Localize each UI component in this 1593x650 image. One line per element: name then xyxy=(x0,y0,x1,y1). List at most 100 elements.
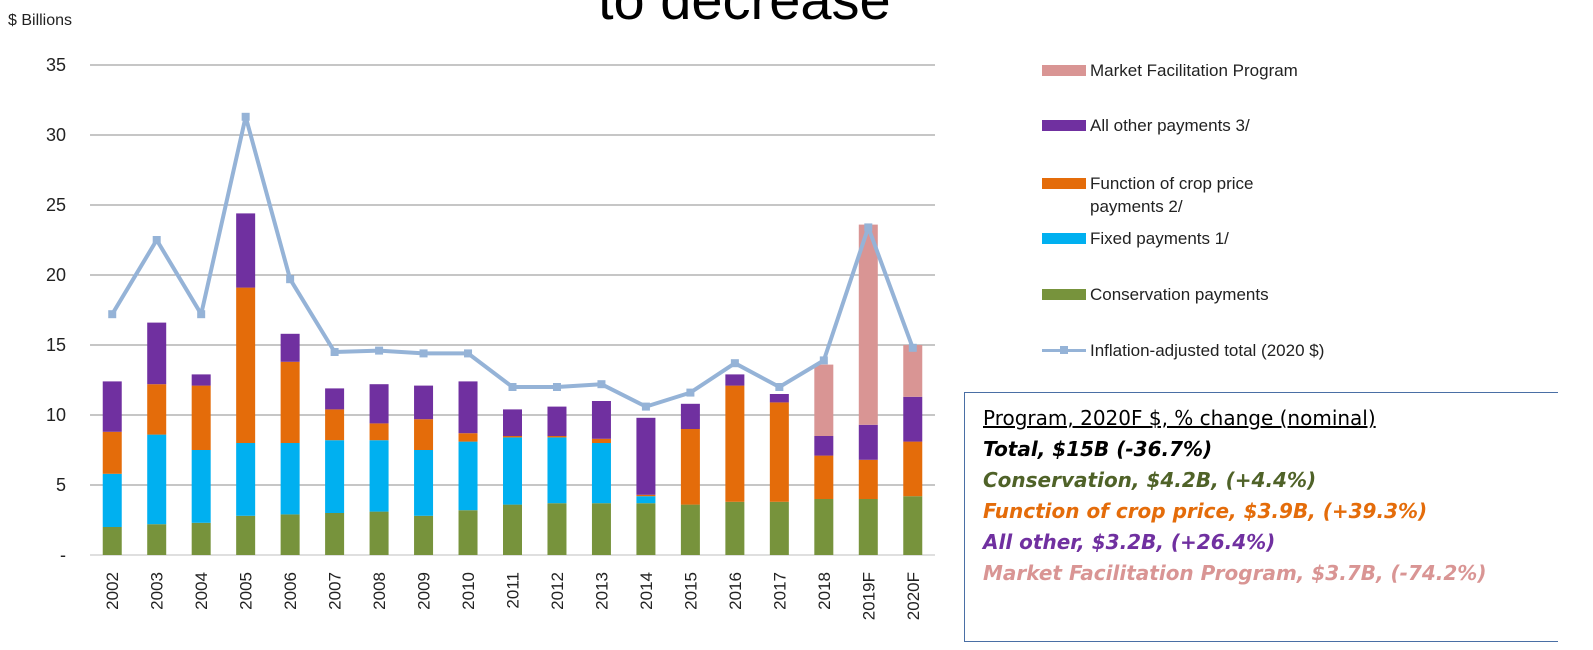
bar-function_crop_price-2010 xyxy=(458,433,478,442)
bar-fixed-2008 xyxy=(369,440,389,512)
bar-all_other-2004 xyxy=(191,374,211,386)
bar-conservation-2012 xyxy=(547,503,567,555)
bar-function_crop_price-2013 xyxy=(591,438,611,443)
bar-conservation-2003 xyxy=(147,524,167,555)
bar-function_crop_price-2015 xyxy=(680,429,700,505)
x-tick-label-2020F: 2020F xyxy=(904,572,923,620)
bar-fixed-2014 xyxy=(636,496,656,504)
bar-all_other-2009 xyxy=(414,385,434,420)
legend-item-function-crop-price: Function of crop price payments 2/ xyxy=(1042,173,1310,219)
bar-all_other-2002 xyxy=(102,381,122,432)
line-point-2018 xyxy=(819,356,828,365)
bar-fixed-2003 xyxy=(147,434,167,525)
summary-item-conservation: Conservation, $4.2B, (+4.4%) xyxy=(983,468,1317,492)
legend-label-conservation: Conservation payments xyxy=(1090,285,1269,304)
bar-function_crop_price-2003 xyxy=(147,384,167,435)
bar-mfp-2019F xyxy=(858,224,878,425)
bar-function_crop_price-2012 xyxy=(547,436,567,438)
line-point-2012 xyxy=(552,383,561,391)
x-tick-label-2018: 2018 xyxy=(815,572,834,610)
line-point-2020F xyxy=(908,343,917,352)
chart-legend: Market Facilitation Program All other pa… xyxy=(1042,56,1402,376)
bar-all_other-2011 xyxy=(503,409,522,436)
legend-item-inflation-line: Inflation-adjusted total (2020 $) xyxy=(1042,340,1370,363)
line-point-2003 xyxy=(152,236,161,244)
bar-fixed-2013 xyxy=(591,443,611,504)
bar-conservation-2006 xyxy=(280,514,300,555)
x-tick-label-2002: 2002 xyxy=(103,572,122,610)
x-tick-label-2010: 2010 xyxy=(459,572,478,610)
bar-function_crop_price-2017 xyxy=(769,402,789,502)
x-tick-label-2016: 2016 xyxy=(726,572,745,610)
bar-function_crop_price-2009 xyxy=(414,419,434,450)
summary-item-total: Total, $15B (-36.7%) xyxy=(983,437,1213,461)
bar-all_other-2005 xyxy=(236,213,256,288)
legend-swatch-all-other xyxy=(1042,120,1086,131)
line-point-2009 xyxy=(419,349,428,358)
bar-all_other-2018 xyxy=(814,436,834,456)
x-tick-label-2004: 2004 xyxy=(192,572,211,610)
line-point-2019F xyxy=(864,223,873,232)
bar-function_crop_price-2006 xyxy=(280,361,300,443)
x-tick-label-2009: 2009 xyxy=(415,572,434,610)
bar-conservation-2009 xyxy=(414,515,434,555)
bar-all_other-2012 xyxy=(547,406,567,436)
bar-function_crop_price-2014 xyxy=(636,494,656,497)
bar-conservation-2014 xyxy=(636,503,656,555)
legend-label-function-crop-price: Function of crop price payments 2/ xyxy=(1090,174,1254,216)
bar-all_other-2019F xyxy=(858,424,878,460)
x-tick-label-2007: 2007 xyxy=(326,572,345,610)
bar-conservation-2017 xyxy=(769,501,789,555)
bar-function_crop_price-2008 xyxy=(369,423,389,441)
line-point-2013 xyxy=(597,380,606,389)
legend-label-mfp: Market Facilitation Program xyxy=(1090,61,1298,80)
x-tick-label-2019F: 2019F xyxy=(859,572,878,620)
x-tick-label-2005: 2005 xyxy=(237,572,256,610)
x-tick-label-2003: 2003 xyxy=(148,572,167,610)
line-point-2010 xyxy=(464,349,473,358)
y-tick-label-5: 5 xyxy=(56,475,66,495)
y-tick-label-0: - xyxy=(60,545,66,565)
bar-fixed-2006 xyxy=(280,443,300,515)
bar-all_other-2007 xyxy=(325,388,345,410)
bar-all_other-2013 xyxy=(591,401,611,439)
line-point-2006 xyxy=(286,275,295,284)
stacked-bar-chart: - 5 10 15 20 25 30 35 2002 2003 2004 2005 2006 2007 20… xyxy=(46,55,935,620)
bar-fixed-2004 xyxy=(191,450,211,523)
bar-all_other-2017 xyxy=(769,394,789,403)
bar-function_crop_price-2004 xyxy=(191,385,211,450)
legend-item-fixed: Fixed payments 1/ xyxy=(1042,228,1330,251)
y-tick-label-20: 20 xyxy=(46,265,66,285)
bar-mfp-2020F xyxy=(903,345,923,397)
legend-swatch-inflation-line xyxy=(1042,340,1086,360)
x-tick-label-2011: 2011 xyxy=(504,572,523,609)
legend-swatch-conservation xyxy=(1042,289,1086,300)
y-tick-label-15: 15 xyxy=(46,335,66,355)
bar-conservation-2018 xyxy=(814,499,834,555)
line-point-2014 xyxy=(641,402,650,411)
legend-item-conservation: Conservation payments xyxy=(1042,284,1330,307)
legend-swatch-fixed xyxy=(1042,233,1086,244)
bar-fixed-2007 xyxy=(325,440,345,513)
bar-all_other-2014 xyxy=(636,417,656,495)
summary-item-function-crop-price: Function of crop price, $3.9B, (+39.3%) xyxy=(983,499,1428,523)
summary-box: Program, 2020F $, % change (nominal) Tot… xyxy=(964,392,1558,642)
bar-conservation-2019F xyxy=(858,499,878,555)
line-point-2002 xyxy=(108,310,117,319)
y-axis-unit-label: $ Billions xyxy=(8,12,73,29)
x-tick-label-2017: 2017 xyxy=(770,572,789,610)
line-point-2016 xyxy=(730,359,739,368)
bar-fixed-2011 xyxy=(503,437,522,505)
legend-swatch-function-crop-price xyxy=(1042,178,1086,189)
bar-all_other-2020F xyxy=(903,396,923,442)
x-tick-label-2013: 2013 xyxy=(592,572,611,610)
y-tick-label-35: 35 xyxy=(46,55,66,75)
line-point-2005 xyxy=(241,112,250,121)
bar-all_other-2003 xyxy=(147,322,167,385)
bar-conservation-2010 xyxy=(458,510,478,555)
bar-fixed-2005 xyxy=(236,443,256,516)
line-point-2011 xyxy=(508,383,517,391)
line-point-2007 xyxy=(330,348,339,356)
bar-function_crop_price-2018 xyxy=(814,455,834,499)
bar-function_crop_price-2007 xyxy=(325,409,345,441)
